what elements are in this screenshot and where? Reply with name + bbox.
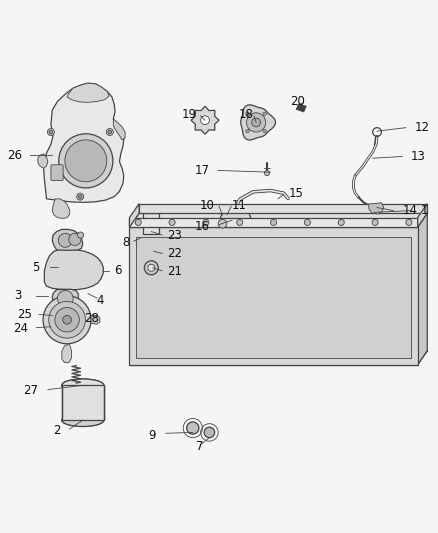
Circle shape — [58, 233, 72, 247]
Circle shape — [78, 232, 84, 238]
Polygon shape — [52, 289, 78, 308]
Circle shape — [63, 316, 71, 324]
Circle shape — [169, 220, 175, 225]
Polygon shape — [191, 106, 219, 134]
Text: 5: 5 — [32, 261, 40, 274]
Text: 8: 8 — [122, 236, 130, 249]
Polygon shape — [136, 237, 411, 358]
Text: 20: 20 — [290, 95, 305, 108]
Polygon shape — [43, 83, 124, 203]
Text: 18: 18 — [239, 108, 254, 121]
Circle shape — [145, 261, 158, 275]
Text: 7: 7 — [196, 440, 204, 453]
Polygon shape — [91, 316, 100, 324]
Polygon shape — [368, 203, 384, 214]
Circle shape — [47, 128, 54, 135]
Circle shape — [77, 193, 84, 200]
Polygon shape — [130, 227, 418, 365]
Circle shape — [218, 220, 227, 228]
Text: 6: 6 — [114, 264, 122, 277]
Circle shape — [78, 195, 82, 198]
Text: 25: 25 — [17, 308, 32, 321]
Circle shape — [187, 422, 199, 434]
Text: 4: 4 — [96, 294, 103, 307]
Polygon shape — [220, 207, 251, 223]
Circle shape — [43, 296, 91, 344]
Text: 24: 24 — [13, 322, 28, 335]
Circle shape — [203, 220, 209, 225]
Polygon shape — [144, 213, 159, 234]
Text: 21: 21 — [167, 265, 183, 278]
Polygon shape — [52, 229, 83, 251]
Text: 19: 19 — [181, 108, 196, 121]
Circle shape — [237, 220, 243, 225]
Text: 2: 2 — [53, 424, 61, 437]
Text: 12: 12 — [415, 121, 430, 134]
Circle shape — [204, 427, 215, 438]
Circle shape — [304, 220, 311, 225]
Circle shape — [263, 112, 266, 116]
Text: 3: 3 — [14, 289, 21, 302]
Text: 11: 11 — [232, 199, 247, 212]
Circle shape — [406, 220, 412, 225]
Polygon shape — [418, 204, 427, 227]
Text: 1: 1 — [421, 204, 428, 217]
Text: 14: 14 — [403, 204, 417, 217]
Polygon shape — [44, 249, 103, 289]
Text: 23: 23 — [167, 229, 182, 241]
Circle shape — [59, 134, 113, 188]
Text: 28: 28 — [84, 311, 99, 325]
Polygon shape — [296, 104, 306, 112]
Circle shape — [263, 130, 266, 133]
Circle shape — [69, 233, 81, 246]
Polygon shape — [62, 344, 71, 362]
Polygon shape — [130, 217, 418, 227]
Text: 13: 13 — [411, 150, 426, 163]
Circle shape — [55, 308, 79, 332]
Polygon shape — [418, 213, 427, 365]
Polygon shape — [52, 199, 70, 219]
Polygon shape — [113, 119, 125, 140]
Circle shape — [65, 140, 107, 182]
Polygon shape — [130, 213, 427, 227]
Circle shape — [338, 220, 344, 225]
Text: 10: 10 — [200, 199, 215, 212]
FancyBboxPatch shape — [51, 165, 63, 181]
Circle shape — [201, 116, 209, 125]
Circle shape — [49, 130, 53, 134]
Text: 15: 15 — [289, 187, 304, 200]
Polygon shape — [62, 385, 104, 420]
Circle shape — [265, 171, 270, 176]
Text: 9: 9 — [148, 430, 155, 442]
Circle shape — [246, 112, 249, 116]
Circle shape — [372, 220, 378, 225]
Text: 26: 26 — [7, 149, 21, 161]
Circle shape — [57, 290, 73, 306]
Circle shape — [252, 118, 261, 127]
Text: 17: 17 — [194, 164, 209, 177]
Text: 22: 22 — [167, 247, 183, 260]
Ellipse shape — [62, 379, 104, 392]
Circle shape — [135, 220, 141, 225]
Ellipse shape — [62, 414, 104, 426]
Circle shape — [271, 220, 277, 225]
Ellipse shape — [62, 379, 104, 392]
Circle shape — [49, 302, 85, 338]
Ellipse shape — [62, 414, 104, 426]
Text: 16: 16 — [194, 220, 209, 233]
Polygon shape — [139, 204, 427, 213]
Polygon shape — [130, 204, 139, 227]
Polygon shape — [67, 83, 109, 102]
Circle shape — [106, 128, 113, 135]
Polygon shape — [241, 105, 276, 140]
Text: 27: 27 — [23, 384, 38, 398]
Circle shape — [148, 264, 155, 271]
Circle shape — [246, 130, 249, 133]
Circle shape — [108, 130, 112, 134]
Circle shape — [247, 113, 266, 132]
Ellipse shape — [144, 210, 159, 215]
Polygon shape — [38, 154, 48, 168]
Ellipse shape — [222, 220, 250, 225]
